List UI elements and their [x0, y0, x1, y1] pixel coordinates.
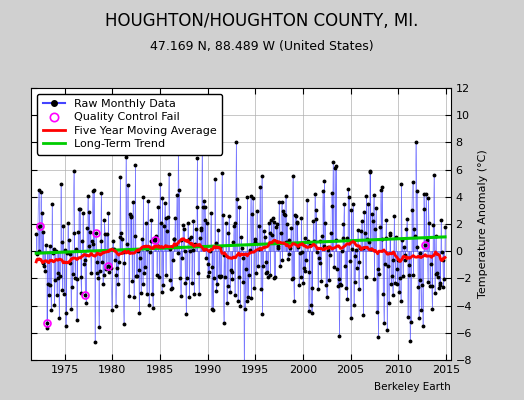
Y-axis label: Temperature Anomaly (°C): Temperature Anomaly (°C) [477, 150, 487, 298]
Text: 47.169 N, 88.489 W (United States): 47.169 N, 88.489 W (United States) [150, 40, 374, 53]
Text: HOUGHTON/HOUGHTON COUNTY, MI.: HOUGHTON/HOUGHTON COUNTY, MI. [105, 12, 419, 30]
Text: Berkeley Earth: Berkeley Earth [374, 382, 451, 392]
Legend: Raw Monthly Data, Quality Control Fail, Five Year Moving Average, Long-Term Tren: Raw Monthly Data, Quality Control Fail, … [37, 94, 222, 155]
